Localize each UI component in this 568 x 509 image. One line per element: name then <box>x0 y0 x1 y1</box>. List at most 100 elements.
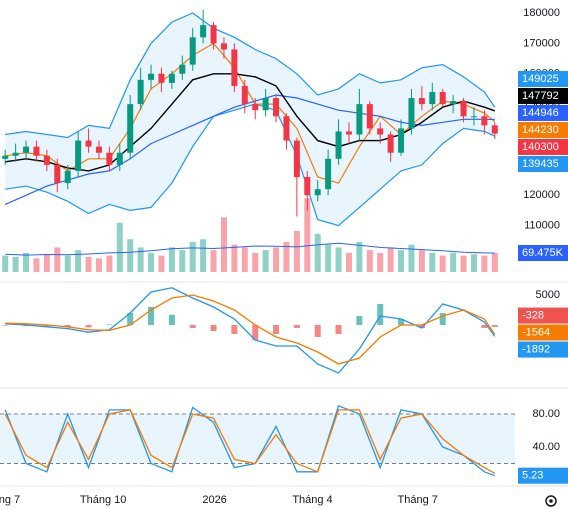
candle-body <box>387 134 394 153</box>
candle-body <box>325 158 332 190</box>
y-tick-label: 180000 <box>523 7 560 19</box>
candle-body <box>95 146 102 153</box>
candle-body <box>220 43 227 50</box>
macd-histogram-bar <box>85 325 92 328</box>
candle-body <box>356 104 363 135</box>
volume-bar <box>168 247 175 272</box>
candle-body <box>398 128 405 153</box>
volume-bar <box>418 250 425 272</box>
volume-bar <box>481 255 488 272</box>
y-tick-label: 110000 <box>524 220 560 232</box>
y-tick-label: 120000 <box>523 189 560 201</box>
candle-body <box>470 116 477 118</box>
volume-bar <box>252 252 259 272</box>
indicator-line <box>5 73 496 172</box>
volume-bar <box>189 241 196 272</box>
value-label: 5.23 <box>522 470 543 482</box>
value-label-box <box>518 87 568 104</box>
volume-bar <box>148 252 155 272</box>
candle-body <box>127 104 134 153</box>
candle-body <box>273 98 280 117</box>
indicator-line <box>4 409 496 474</box>
y-tick-label: 5000 <box>536 289 560 301</box>
volume-bar <box>116 222 123 272</box>
value-label: 139435 <box>522 158 559 170</box>
volume-bar <box>2 255 9 272</box>
macd-histogram-bar <box>127 313 134 325</box>
x-tick-label: Tháng 7 <box>0 494 20 506</box>
settings-icon[interactable] <box>545 495 557 507</box>
x-tick-label: 2026 <box>202 494 226 506</box>
macd-histogram-bar <box>168 314 175 325</box>
x-tick-label: Tháng 10 <box>80 494 126 506</box>
candle-body <box>231 49 238 86</box>
volume-bar <box>439 255 446 272</box>
stoch-pane <box>0 404 515 477</box>
volume-bar <box>95 258 102 272</box>
candle-body <box>200 25 207 38</box>
volume-bar <box>179 250 186 272</box>
volume-bar <box>54 247 61 272</box>
x-tick-label: Tháng 7 <box>398 494 438 506</box>
candle-body <box>43 155 50 165</box>
volume-bar <box>137 247 144 272</box>
value-label: -1564 <box>522 326 550 338</box>
candle-body <box>106 152 113 165</box>
candle-body <box>460 101 467 117</box>
price-pane <box>2 9 498 272</box>
candle-body <box>366 104 373 129</box>
x-tick-label: Tháng 4 <box>292 494 332 506</box>
y-tick-label: 170000 <box>523 37 560 49</box>
candle-body <box>116 152 123 165</box>
candle-body <box>241 85 248 105</box>
macd-histogram-bar <box>43 325 50 327</box>
value-label-box <box>518 121 568 138</box>
candle-body <box>314 189 321 196</box>
macd-histogram-bar <box>293 325 300 328</box>
macd-histogram-bar <box>189 325 196 328</box>
macd-histogram-bar <box>2 325 9 326</box>
volume-bar <box>491 253 498 272</box>
volume-bar <box>335 247 342 272</box>
volume-bar <box>220 217 227 272</box>
macd-histogram-bar <box>439 313 446 325</box>
candle-body <box>481 116 488 126</box>
y-tick-label: 80.00 <box>532 408 560 420</box>
candle-body <box>408 98 415 129</box>
y-tick-label: 40.00 <box>532 441 560 453</box>
value-label-box <box>518 104 568 121</box>
right-axis: 1000001100001200001300001400001500001600… <box>518 7 568 484</box>
value-label: 144230 <box>522 124 559 136</box>
volume-bar <box>460 255 467 272</box>
candle-body <box>335 131 342 159</box>
candle-body <box>33 146 40 156</box>
volume-bar <box>23 252 30 272</box>
candle-body <box>2 155 9 159</box>
macd-histogram-bar <box>314 325 321 337</box>
macd-histogram-bar <box>398 319 405 325</box>
macd-histogram-bar <box>231 325 238 334</box>
candle-body <box>54 164 61 184</box>
macd-histogram-bar <box>491 325 498 327</box>
macd-histogram-bar <box>273 325 280 334</box>
volume-bar <box>43 254 50 272</box>
volume-bar <box>75 250 82 272</box>
candle-body <box>345 131 352 135</box>
value-label-box <box>518 155 568 172</box>
volume-bar <box>200 239 207 272</box>
candle-body <box>252 104 259 111</box>
candle-body <box>429 91 436 105</box>
candle-body <box>293 140 300 178</box>
candle-body <box>377 128 384 135</box>
volume-bar <box>304 198 311 272</box>
indicator-line <box>5 12 496 139</box>
candle-body <box>64 170 71 184</box>
candle-body <box>450 101 457 105</box>
indicator-line <box>5 242 495 256</box>
macd-histogram-bar <box>418 325 425 328</box>
value-label-box <box>518 341 568 358</box>
volume-bar <box>293 231 300 272</box>
volume-bar <box>366 250 373 272</box>
macd-histogram-bar <box>481 325 488 328</box>
